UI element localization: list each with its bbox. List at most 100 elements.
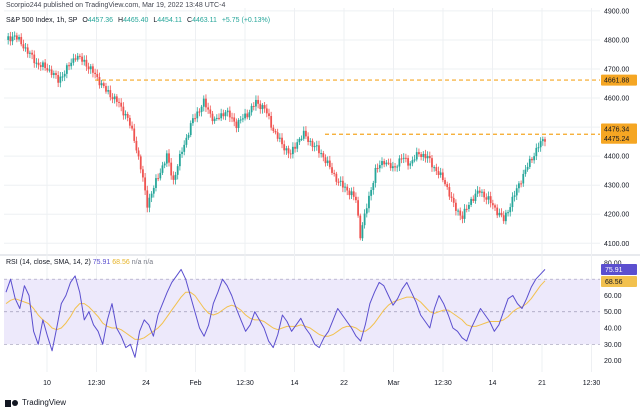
- candle-body: [511, 196, 514, 208]
- candle-body: [176, 166, 179, 175]
- candle-body: [441, 172, 444, 181]
- candle-body: [335, 173, 338, 182]
- rsi-tick-label: 40.00: [604, 326, 622, 333]
- candle-body: [133, 128, 136, 141]
- candle-body: [474, 193, 477, 201]
- candle-body: [324, 157, 327, 164]
- candle-body: [457, 210, 459, 212]
- high-value: 4465.40: [123, 17, 149, 24]
- candle-body: [224, 112, 227, 117]
- candle-body: [337, 181, 340, 183]
- candle-body: [146, 190, 149, 208]
- rsi-sma-value-label: 68.56: [605, 279, 623, 286]
- rsi-na-1: n/a: [131, 259, 142, 266]
- candle-body: [72, 58, 75, 63]
- candle-body: [35, 62, 38, 64]
- candle-body: [159, 172, 162, 179]
- price-tick-label: 4600.00: [604, 96, 629, 103]
- candle-body: [165, 153, 168, 164]
- candle-body: [507, 212, 509, 214]
- candle-body: [194, 118, 196, 120]
- candle-body: [209, 109, 212, 114]
- candle-body: [389, 163, 392, 169]
- candle-body: [261, 105, 264, 110]
- candle-body: [387, 162, 390, 164]
- candle-body: [522, 173, 525, 184]
- rsi-tick-label: 60.00: [604, 293, 622, 300]
- candle-body: [470, 198, 473, 205]
- candle-body: [213, 118, 216, 122]
- candle-body: [148, 197, 151, 208]
- candle-body: [18, 36, 20, 40]
- candle-body: [405, 157, 407, 159]
- candle-body: [374, 167, 377, 183]
- candle-body: [478, 190, 481, 193]
- candle-body: [15, 35, 18, 40]
- candle-body: [63, 73, 66, 77]
- candle-body: [398, 158, 401, 167]
- candle-body: [7, 36, 10, 40]
- candle-body: [528, 158, 531, 167]
- time-tick-label: Feb: [189, 380, 201, 387]
- time-tick-label: 10: [43, 380, 51, 387]
- candle-body: [391, 166, 394, 169]
- candle-body: [142, 169, 144, 178]
- candle-body: [113, 96, 116, 100]
- candle-body: [244, 113, 246, 119]
- candle-body: [78, 55, 81, 57]
- candle-body: [122, 106, 125, 116]
- candle-body: [394, 166, 396, 168]
- price-pane: [4, 8, 600, 252]
- candle-body: [61, 76, 64, 78]
- candle-body: [541, 139, 544, 142]
- price-tick-label: 4900.00: [604, 8, 629, 15]
- rsi-tick-label: 80.00: [604, 260, 622, 267]
- candle-body: [285, 148, 288, 151]
- candle-body: [94, 72, 97, 75]
- candle-body: [263, 105, 266, 109]
- candle-body: [200, 106, 203, 112]
- candle-body: [255, 99, 257, 107]
- symbol-name: S&P 500 Index, 1h, SP: [6, 17, 78, 24]
- candle-body: [33, 54, 36, 64]
- candle-body: [83, 59, 86, 62]
- time-tick-label: 14: [291, 380, 299, 387]
- candle-body: [241, 118, 244, 120]
- candle-body: [100, 83, 103, 86]
- candle-body: [248, 112, 251, 118]
- candle-body: [257, 99, 260, 104]
- candle-body: [152, 187, 155, 194]
- candle-body: [494, 205, 496, 208]
- candle-body: [131, 125, 133, 129]
- candle-body: [446, 184, 449, 188]
- candle-body: [307, 136, 310, 142]
- publish-info: Scorpio244 published on TradingView.com,…: [6, 2, 226, 9]
- candle-body: [496, 207, 499, 216]
- candle-body: [355, 196, 357, 201]
- candle-body: [287, 148, 290, 154]
- price-tick-label: 4300.00: [604, 183, 629, 190]
- candle-body: [291, 146, 294, 155]
- price-label-box: [601, 123, 637, 135]
- candle-body: [326, 160, 329, 164]
- candle-body: [526, 166, 529, 170]
- rsi-band: [4, 279, 600, 345]
- close-value: 4463.11: [192, 17, 217, 24]
- candle-body: [357, 200, 359, 216]
- candle-body: [454, 202, 457, 211]
- candle-body: [281, 137, 283, 145]
- candle-body: [137, 150, 140, 157]
- candle-body: [276, 132, 279, 139]
- candle-body: [481, 191, 483, 193]
- time-tick-label: Mar: [387, 380, 400, 387]
- candle-body: [252, 105, 255, 107]
- candle-body: [339, 180, 342, 182]
- candle-body: [283, 144, 286, 151]
- candle-body: [52, 73, 55, 75]
- candle-body: [350, 191, 353, 196]
- candle-body: [311, 140, 314, 147]
- candle-body: [485, 197, 488, 200]
- candle-body: [74, 58, 77, 60]
- candle-body: [144, 177, 146, 191]
